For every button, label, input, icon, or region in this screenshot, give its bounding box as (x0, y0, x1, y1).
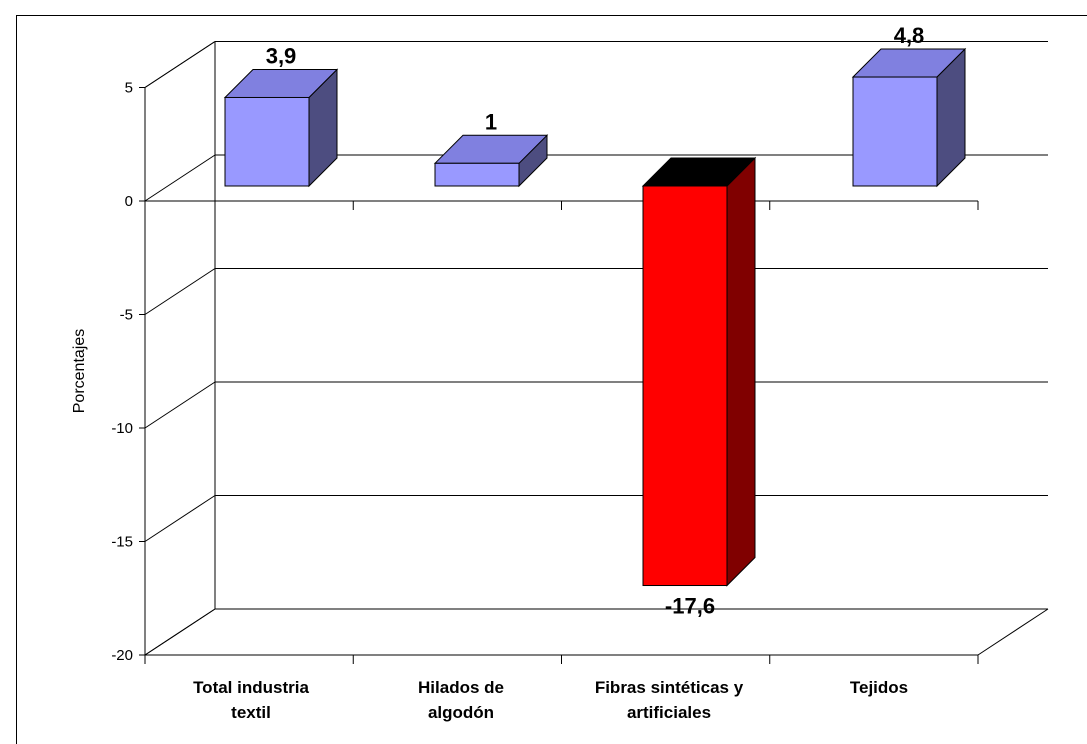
category-label: textil (231, 703, 271, 722)
bars (223, 47, 967, 587)
y-tick-label: 5 (125, 80, 133, 97)
gridline-left (144, 41, 216, 88)
bar-front (852, 76, 938, 187)
y-tick-label: -15 (111, 534, 133, 551)
y-tick-label: -10 (111, 420, 133, 437)
bar (433, 134, 549, 188)
y-tick-label: -5 (120, 307, 133, 324)
category-label: Tejidos (850, 678, 908, 697)
y-tick-label: -20 (111, 647, 133, 664)
category-label: Total industria (193, 678, 309, 697)
y-axis-title: Porcentajes (71, 329, 88, 414)
bar-front (642, 185, 728, 587)
data-label: -17,6 (665, 594, 715, 619)
gridline-left (144, 154, 216, 202)
bar-front (224, 96, 310, 187)
y-tick-labels: 5 0 -5 -10 -15 -20 (111, 80, 133, 665)
category-label: algodón (428, 703, 494, 722)
category-label: Fibras sintéticas y (595, 678, 744, 697)
gridline-left (144, 268, 216, 315)
gridline-left (144, 608, 216, 656)
category-label: Hilados de (418, 678, 504, 697)
bar-front (434, 162, 520, 187)
category-label: artificiales (627, 703, 711, 722)
data-label: 4,8 (894, 23, 925, 48)
axes (139, 87, 979, 664)
data-labels: 3,9 1 -17,6 4,8 (266, 23, 925, 618)
bar-side (726, 156, 756, 587)
category-labels: Total industria textil Hilados de algodón Fi… (193, 678, 908, 722)
bar (641, 156, 757, 587)
gridline-left (144, 495, 216, 542)
data-label: 3,9 (266, 43, 297, 68)
wall-edge (977, 608, 1049, 656)
y-tick-label: 0 (125, 193, 133, 210)
gridline-left (144, 381, 216, 429)
data-label: 1 (485, 109, 497, 134)
bar (223, 68, 339, 188)
bar (851, 47, 967, 188)
